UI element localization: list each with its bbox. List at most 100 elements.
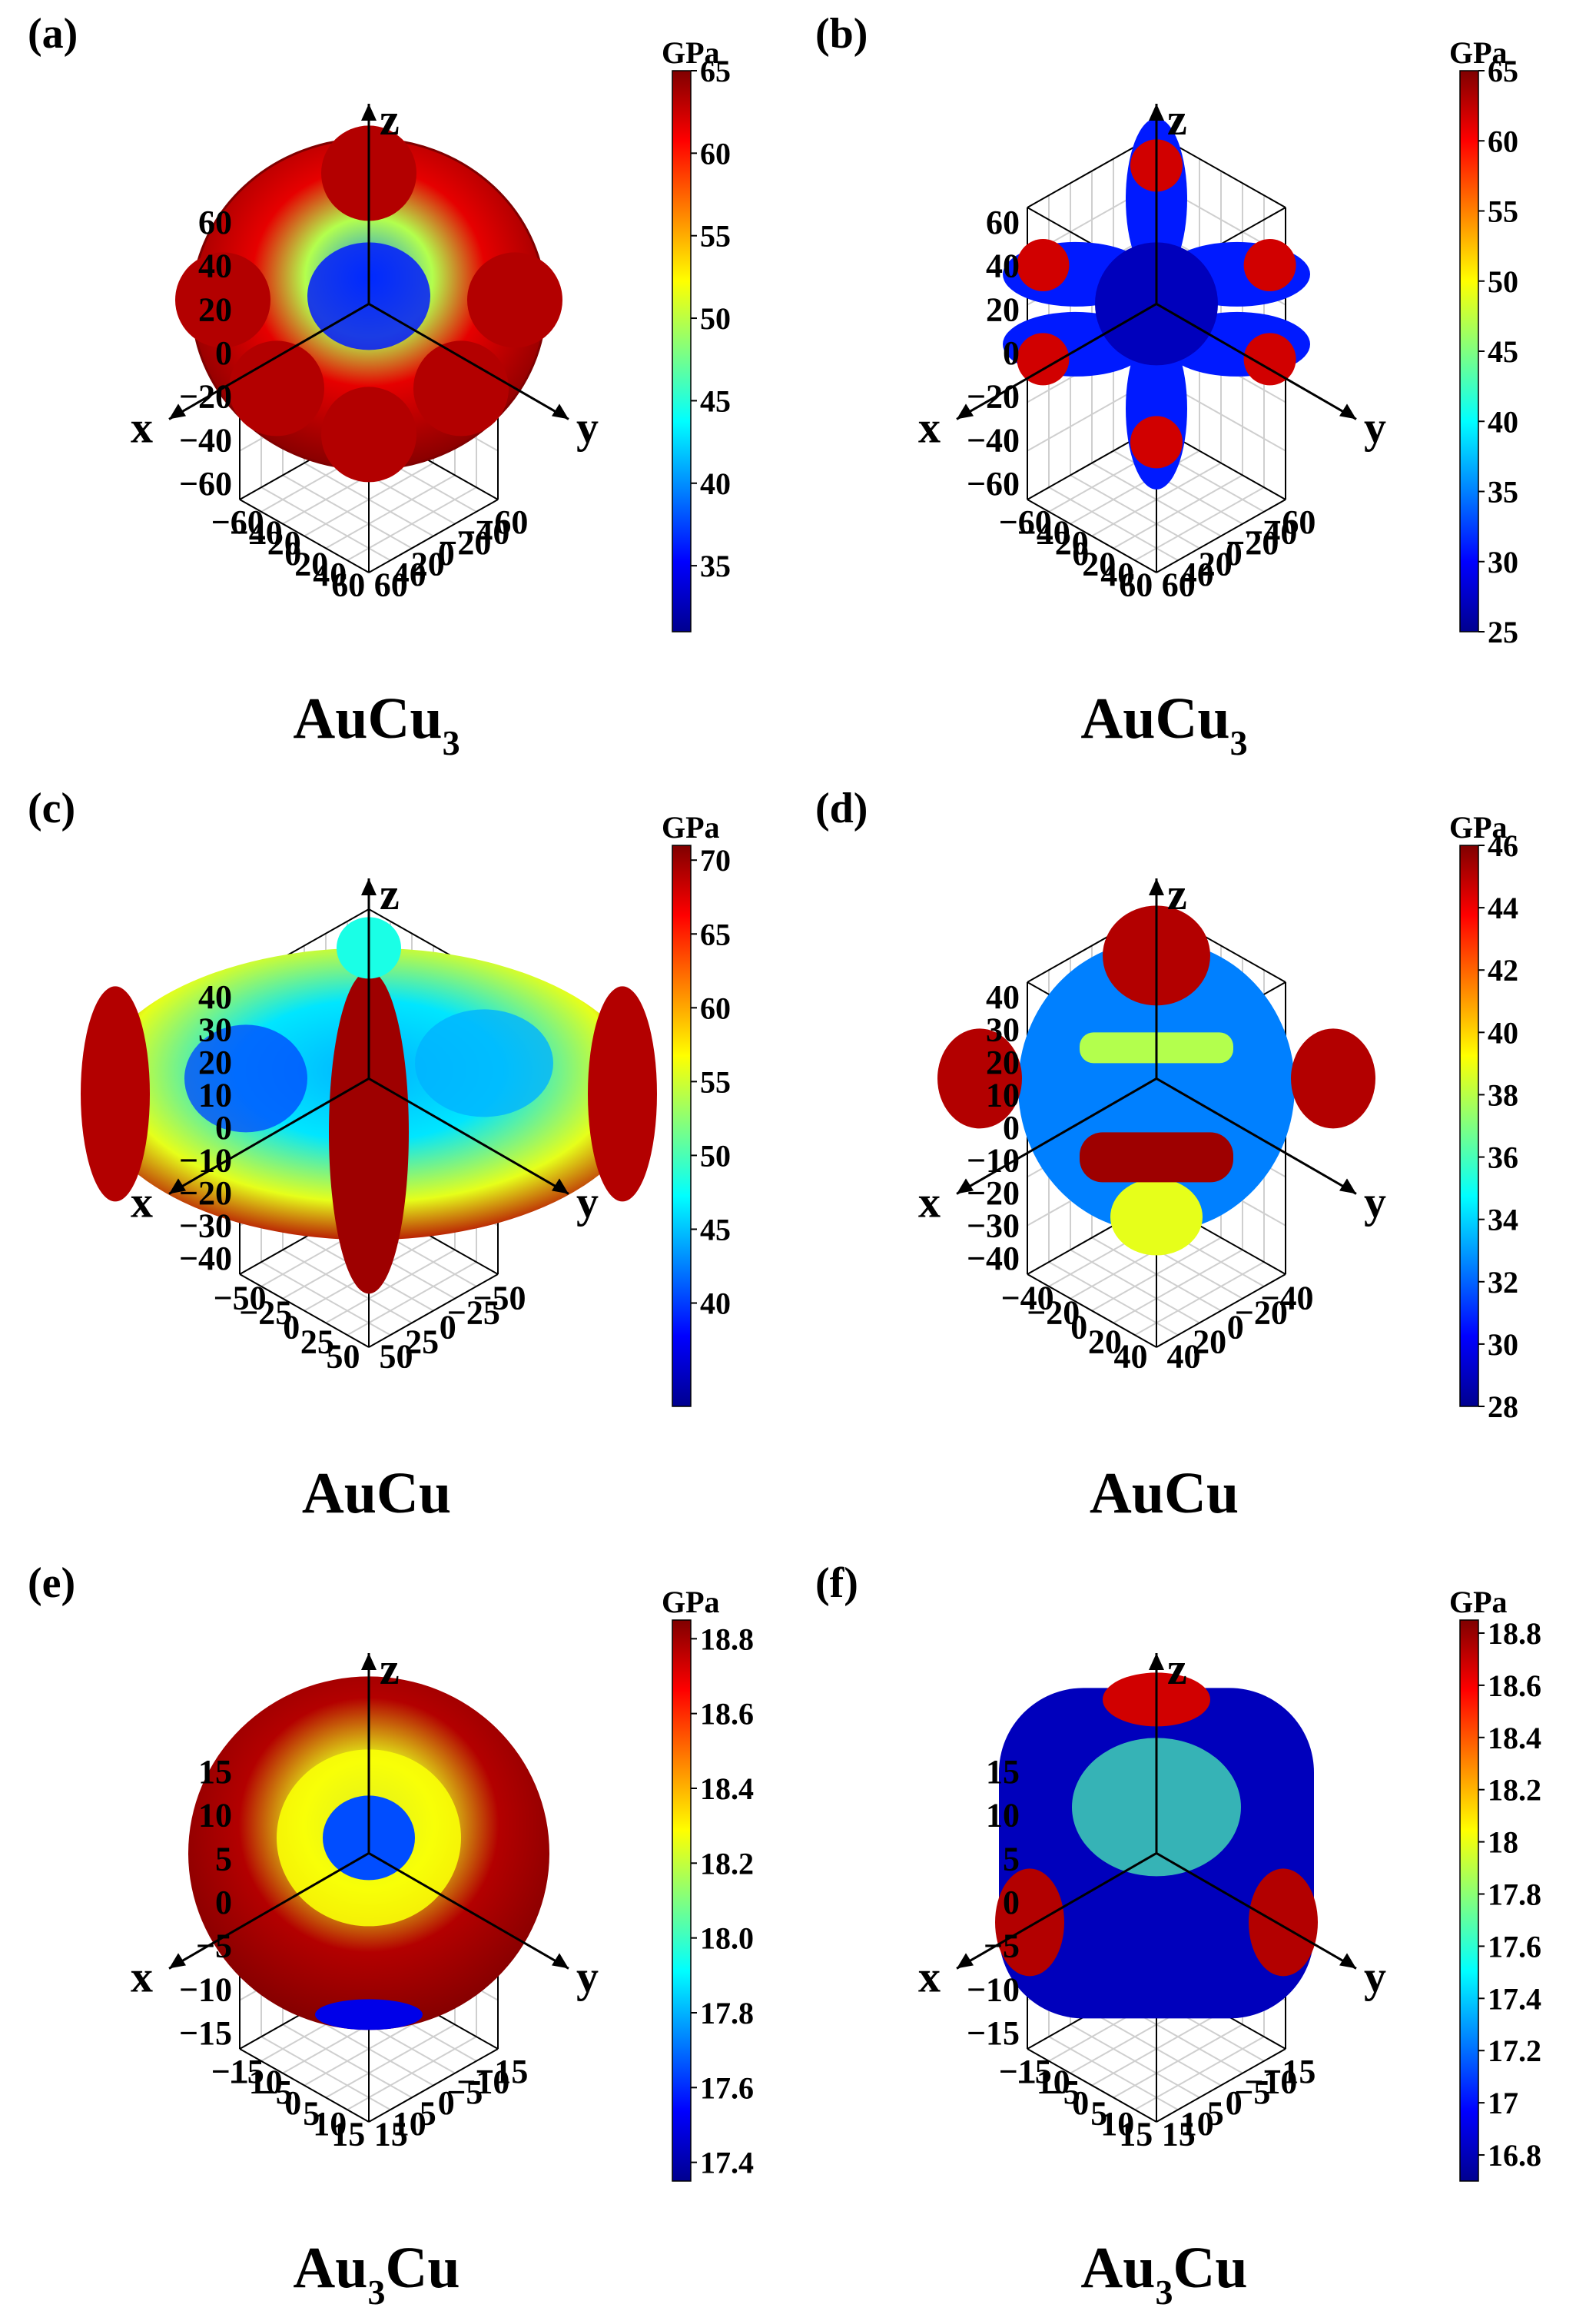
z-tick-label: −30 bbox=[179, 1207, 232, 1245]
y-tick-label: −40 bbox=[1244, 514, 1297, 552]
y-tick-label: 15 bbox=[374, 2116, 408, 2153]
x-tick-label: 0 bbox=[284, 535, 301, 573]
z-tick-label: 5 bbox=[215, 1840, 232, 1877]
z-tick-label: −10 bbox=[967, 1970, 1020, 2008]
x-tick-label: −15 bbox=[211, 2053, 264, 2090]
z-tick-label: 40 bbox=[198, 247, 232, 285]
x-tick-label: 60 bbox=[1119, 566, 1153, 604]
panel-b: z x y 60 40 20 0 −20 −40 −60 −60 −40 −20 0 20 40 60 −60 −4… bbox=[788, 0, 1575, 775]
z-tick-label: −20 bbox=[967, 378, 1020, 416]
y-axis-label: y bbox=[576, 1951, 599, 2001]
colorbar-tick-label: 44 bbox=[1488, 891, 1518, 925]
z-tick-label: 60 bbox=[986, 204, 1020, 241]
z-tick-label: 20 bbox=[986, 1044, 1020, 1081]
x-tick-label: 40 bbox=[1100, 556, 1134, 593]
y-tick-label: 20 bbox=[1193, 1323, 1226, 1361]
x-tick-label: 40 bbox=[1113, 1338, 1147, 1376]
y-tick-label: −40 bbox=[456, 514, 509, 552]
x-tick-label: 5 bbox=[303, 2094, 320, 2132]
colorbar-tick-label: 34 bbox=[1488, 1203, 1518, 1237]
colorbar-unit: GPa bbox=[662, 810, 720, 845]
z-tick-label: −60 bbox=[967, 465, 1020, 503]
y-tick-label: −25 bbox=[447, 1294, 500, 1332]
y-tick-label: −10 bbox=[456, 2063, 509, 2101]
x-tick-label: −40 bbox=[1001, 1280, 1054, 1317]
x-tick-label: 5 bbox=[1090, 2094, 1107, 2132]
z-tick-label: −40 bbox=[967, 421, 1020, 459]
z-tick-label: 40 bbox=[198, 978, 232, 1016]
x-tick-label: 0 bbox=[284, 2084, 301, 2122]
panel-svg: zx y6040200−20−40−60−60−40−200204060−60−4… bbox=[815, 10, 1518, 762]
colorbar-tick-label: 28 bbox=[1488, 1389, 1518, 1424]
z-tick-label: −5 bbox=[984, 1927, 1020, 1965]
material-label: Au3Cu bbox=[293, 2236, 460, 2312]
colorbar-tick-label: 18.2 bbox=[1488, 1773, 1541, 1808]
y-tick-label: −20 bbox=[1235, 1294, 1288, 1332]
colorbar-tick-label: 60 bbox=[1488, 124, 1518, 158]
axis-arrows bbox=[168, 104, 569, 420]
x-tick-label: 0 bbox=[1072, 2084, 1089, 2122]
material-label: AuCu bbox=[302, 1461, 451, 1526]
y-axis-label: y bbox=[1364, 402, 1386, 452]
x-tick-label: 10 bbox=[313, 2105, 347, 2143]
colorbar-tick-label: 65 bbox=[1488, 54, 1518, 88]
axis-arrows bbox=[168, 1653, 569, 1970]
y-tick-label: 25 bbox=[405, 1323, 439, 1361]
z-tick-label: 0 bbox=[215, 1884, 232, 1921]
colorbar-tick-label: 42 bbox=[1488, 953, 1518, 988]
colorbar bbox=[1459, 70, 1479, 632]
x-tick-label: 15 bbox=[331, 2116, 365, 2153]
z-tick-label: 15 bbox=[198, 1753, 232, 1791]
z-tick-label: −40 bbox=[967, 1240, 1020, 1277]
axis-arrows bbox=[956, 1653, 1357, 1970]
x-tick-label: −10 bbox=[230, 2063, 283, 2101]
colorbar-tick-label: 40 bbox=[700, 466, 731, 501]
y-tick-label: −10 bbox=[1244, 2063, 1297, 2101]
colorbar-tick-label: 40 bbox=[700, 1286, 731, 1321]
colorbar bbox=[1459, 845, 1479, 1407]
x-tick-label: 50 bbox=[326, 1338, 360, 1376]
colorbar-tick-label: 18.4 bbox=[1488, 1721, 1541, 1755]
z-tick-label: 20 bbox=[198, 290, 232, 328]
y-tick-label: −20 bbox=[438, 524, 491, 562]
panel-c: z x y 40 30 20 10 0 −10 −20 −30 −40 −50 −25 0 25 50 −50 −2… bbox=[0, 775, 788, 1549]
colorbar-unit: GPa bbox=[662, 1585, 720, 1619]
y-tick-label: 15 bbox=[1162, 2116, 1196, 2153]
colorbar-tick-label: 30 bbox=[1488, 1327, 1518, 1362]
material-label: AuCu3 bbox=[1080, 686, 1247, 762]
z-tick-label: 15 bbox=[986, 1753, 1020, 1791]
z-tick-label: 5 bbox=[1003, 1840, 1020, 1877]
colorbar-tick-label: 50 bbox=[1488, 264, 1518, 299]
x-tick-label: −60 bbox=[211, 503, 264, 541]
x-axis-label: x bbox=[131, 402, 153, 452]
x-tick-label: 20 bbox=[1088, 1323, 1122, 1361]
y-axis-label: y bbox=[1364, 1177, 1386, 1227]
z-tick-label: 0 bbox=[1003, 1884, 1020, 1921]
x-tick-label: −60 bbox=[999, 503, 1052, 541]
y-tick-label: 60 bbox=[374, 566, 408, 604]
z-tick-label: 0 bbox=[215, 334, 232, 372]
material-label: Au3Cu bbox=[1080, 2236, 1247, 2312]
z-tick-label: 0 bbox=[215, 1109, 232, 1147]
x-tick-label: 40 bbox=[313, 556, 347, 593]
colorbar-tick-label: 55 bbox=[700, 1064, 731, 1099]
x-tick-label: 10 bbox=[1100, 2105, 1134, 2143]
x-axis-label: x bbox=[131, 1177, 153, 1227]
x-tick-label: −15 bbox=[999, 2053, 1052, 2090]
z-axis-label: z bbox=[1167, 1644, 1187, 1694]
colorbar-tick-label: 40 bbox=[1488, 1015, 1518, 1050]
colorbar-tick-label: 40 bbox=[1488, 404, 1518, 439]
z-tick-label: −60 bbox=[179, 465, 232, 503]
z-tick-label: 60 bbox=[198, 204, 232, 241]
x-tick-label: −20 bbox=[1036, 524, 1089, 562]
colorbar-tick-label: 25 bbox=[1488, 615, 1518, 649]
z-tick-label: 0 bbox=[1003, 334, 1020, 372]
y-tick-label: 0 bbox=[440, 1309, 456, 1346]
panel-a: z x y 60 40 20 0 −20 −40 −60 −60 −40 −20 0 20 40 60 −60 −4… bbox=[0, 0, 788, 775]
material-label: AuCu bbox=[1090, 1461, 1239, 1526]
y-tick-label: 0 bbox=[1227, 1309, 1244, 1346]
y-tick-label: 0 bbox=[1226, 535, 1243, 573]
z-tick-label: −20 bbox=[179, 1174, 232, 1212]
colorbar-unit: GPa bbox=[1449, 1585, 1508, 1619]
z-tick-label: −40 bbox=[179, 1240, 232, 1277]
